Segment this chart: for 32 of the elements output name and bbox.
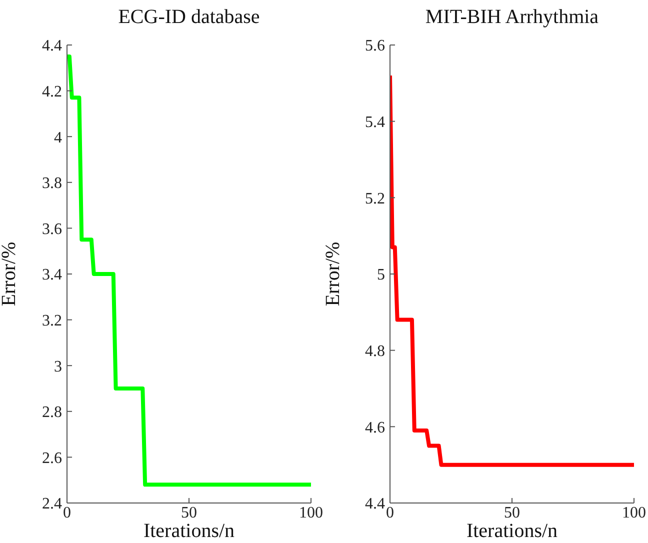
x-tick-label: 100 [622, 504, 646, 522]
y-tick-label: 4.4 [365, 496, 385, 513]
y-tick-label: 2.6 [42, 450, 62, 467]
line-series [67, 54, 311, 487]
y-axis-title: Error/% [0, 242, 20, 306]
y-tick-label: 3.2 [42, 312, 62, 330]
y-tick-label: 2.4 [42, 496, 62, 513]
chart-title: MIT-BIH Arrhythmia [424, 6, 600, 29]
x-tick-label: 50 [181, 504, 197, 522]
y-tick-label: 4 [54, 129, 62, 146]
line-series [390, 74, 634, 467]
y-tick-label: 3.8 [42, 175, 62, 192]
y-tick-label: 4.4 [42, 38, 62, 55]
y-tick-label: 5.4 [365, 114, 385, 132]
chart-title: ECG-ID database [117, 6, 261, 29]
x-axis-title: Iterations/n [466, 520, 558, 542]
y-tick-label: 3.6 [42, 220, 62, 238]
y-tick-label: 4.6 [365, 419, 385, 436]
x-tick-label: 100 [299, 504, 323, 522]
y-tick-label: 3 [54, 358, 62, 376]
x-tick-label: 0 [386, 504, 394, 522]
x-tick-label: 0 [63, 504, 71, 522]
y-tick-label: 3.4 [42, 266, 62, 284]
y-tick-label: 4.2 [42, 83, 62, 100]
y-tick-label: 2.8 [42, 404, 62, 422]
x-tick-label: 50 [504, 504, 520, 522]
y-tick-label: 4.8 [365, 343, 385, 360]
y-tick-label: 5.6 [365, 38, 385, 55]
y-axis-title: Error/% [322, 242, 344, 306]
y-tick-label: 5 [377, 266, 385, 284]
y-tick-label: 5.2 [365, 190, 385, 208]
x-axis-title: Iterations/n [143, 520, 235, 542]
